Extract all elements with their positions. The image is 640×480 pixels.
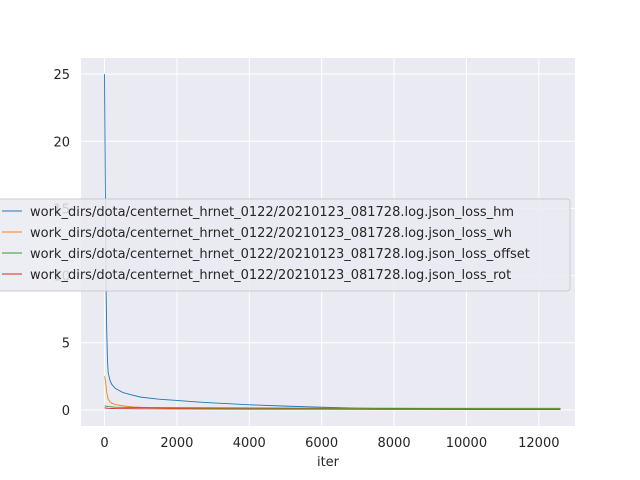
- series-line-3: [104, 407, 561, 410]
- x-tick-label: 8000: [378, 436, 411, 451]
- legend: work_dirs/dota/centernet_hrnet_0122/2021…: [0, 198, 571, 292]
- legend-label: work_dirs/dota/centernet_hrnet_0122/2021…: [30, 247, 530, 262]
- y-tick-label: 5: [62, 337, 70, 352]
- legend-box: [0, 198, 571, 292]
- y-tick-label: 20: [53, 135, 70, 150]
- x-tick-label: 10000: [446, 436, 487, 451]
- x-tick-label: 6000: [305, 436, 338, 451]
- series-lines: [104, 74, 561, 410]
- legend-label: work_dirs/dota/centernet_hrnet_0122/2021…: [30, 268, 511, 283]
- x-axis-ticks: 0 2000 4000 6000 8000 10000 12000: [100, 436, 559, 451]
- y-tick-label: 25: [53, 68, 70, 83]
- x-tick-label: 12000: [518, 436, 559, 451]
- y-tick-label: 0: [62, 404, 70, 419]
- legend-label: work_dirs/dota/centernet_hrnet_0122/2021…: [30, 226, 512, 241]
- legend-label: work_dirs/dota/centernet_hrnet_0122/2021…: [30, 205, 514, 220]
- x-tick-label: 2000: [160, 436, 193, 451]
- x-tick-label: 0: [100, 436, 108, 451]
- x-axis-label: iter: [317, 455, 340, 470]
- series-line-2: [104, 405, 561, 409]
- x-tick-label: 4000: [233, 436, 266, 451]
